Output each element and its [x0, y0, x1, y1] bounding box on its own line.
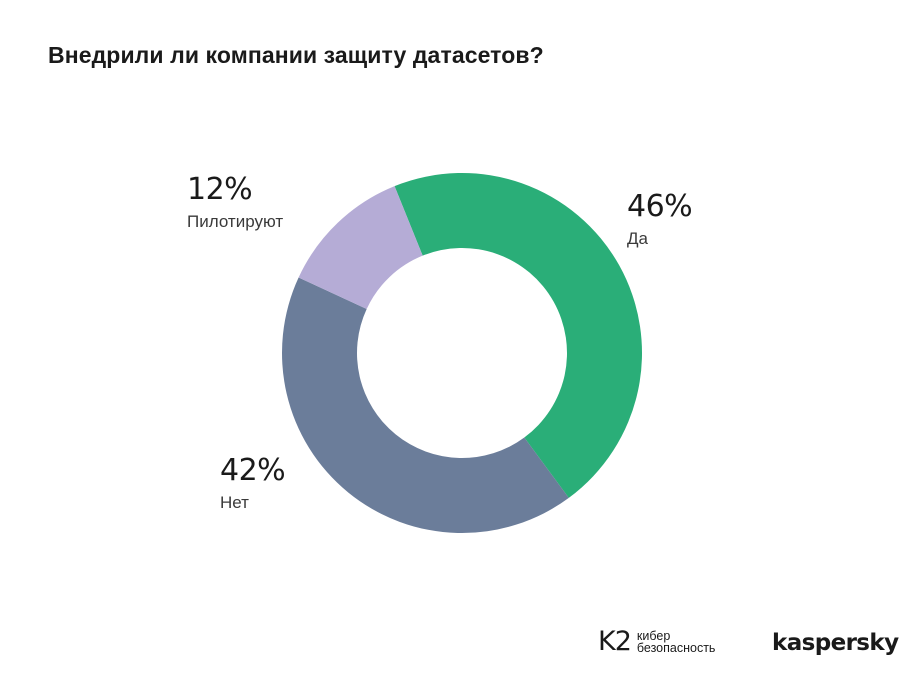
- k2-line2: безопасность: [636, 640, 716, 655]
- k2-wordmark: кибер безопасность: [636, 628, 716, 655]
- slice-category-piloting: Пилотируют: [187, 212, 284, 231]
- slice-category-no: Нет: [220, 493, 249, 512]
- slice-value-no: 42%: [220, 453, 286, 488]
- slice-label-no: 42% Нет: [220, 453, 286, 512]
- k2-logo: K2 кибер безопасность: [598, 628, 715, 655]
- slice-value-piloting: 12%: [187, 172, 253, 207]
- slice-category-yes: Да: [627, 229, 648, 248]
- kaspersky-logo: kaspersky: [772, 630, 899, 656]
- slice-no: [282, 277, 569, 533]
- slice-piloting: [298, 186, 423, 309]
- k2-mark: K2: [598, 626, 632, 657]
- slice-value-yes: 46%: [627, 189, 693, 224]
- slice-label-piloting: 12% Пилотируют: [187, 172, 284, 231]
- k2-line1: кибер: [636, 628, 671, 643]
- slice-label-yes: 46% Да: [627, 189, 693, 248]
- chart-title: Внедрили ли компании защиту датасетов?: [48, 42, 544, 68]
- slice-yes: [394, 172, 643, 498]
